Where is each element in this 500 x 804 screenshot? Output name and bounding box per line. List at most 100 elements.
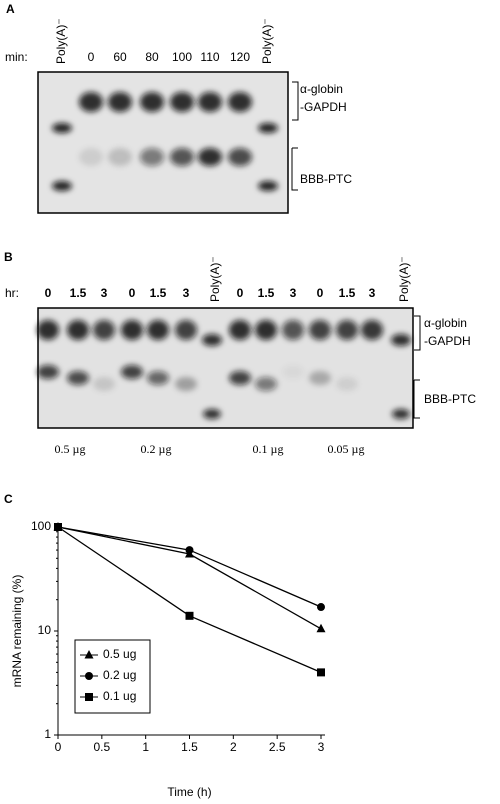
band: [52, 123, 72, 133]
lane-label: 1.5: [70, 286, 87, 300]
series-line: [57, 526, 322, 608]
lane-label: 100: [172, 50, 192, 64]
x-tick-label: 1.5: [181, 740, 198, 754]
band: [229, 320, 251, 340]
marker: [317, 603, 325, 612]
x-tick-label: 3: [318, 740, 325, 754]
legend-label: 0.2 ug: [103, 668, 136, 682]
band: [258, 123, 278, 133]
panel-label: B: [4, 250, 13, 264]
band: [121, 365, 143, 379]
band: [336, 320, 358, 340]
lane-label: 3: [101, 286, 108, 300]
band: [255, 320, 277, 340]
band: [140, 92, 164, 112]
band: [93, 377, 115, 391]
band: [336, 377, 358, 391]
band: [147, 320, 169, 340]
bracket: [291, 81, 299, 191]
panel-label: C: [4, 492, 13, 506]
x-tick-label: 2.5: [269, 740, 286, 754]
band: [52, 181, 72, 191]
band: [147, 371, 169, 385]
marker: [317, 668, 325, 677]
lane-label: Poly(A)⁻: [260, 18, 274, 64]
lane-label: 3: [369, 286, 376, 300]
lane-label: Poly(A)⁻: [208, 256, 222, 302]
band: [391, 334, 411, 346]
x-tick-label: 0: [55, 740, 62, 754]
lane-label: 1.5: [339, 286, 356, 300]
band-label: α-globin: [424, 316, 467, 330]
band-label: BBB-PTC: [300, 172, 352, 186]
lane-label: 3: [183, 286, 190, 300]
band: [67, 371, 89, 385]
x-tick-label: 1: [142, 740, 149, 754]
marker: [185, 546, 194, 555]
y-tick-label: 100: [31, 519, 51, 533]
band-label: BBB-PTC: [424, 392, 476, 406]
lane-label: 0: [317, 286, 324, 300]
band-label: -GAPDH: [300, 100, 347, 114]
y-tick-label: 1: [44, 727, 51, 741]
band: [170, 148, 194, 166]
band: [108, 148, 132, 166]
band: [282, 320, 304, 340]
marker: [54, 523, 62, 531]
band-label: α-globin: [300, 82, 343, 96]
y-axis-label: mRNA remaining (%): [10, 575, 24, 688]
gel-a: [37, 71, 289, 214]
legend-label: 0.5 ug: [103, 647, 136, 661]
band: [282, 365, 304, 379]
band: [37, 320, 59, 340]
bracket: [413, 315, 421, 419]
marker: [316, 623, 326, 633]
marker: [185, 611, 194, 620]
x-tick-label: 2: [230, 740, 237, 754]
amount-label: 0.1 µg: [253, 442, 284, 456]
band: [309, 371, 331, 385]
band: [202, 334, 222, 346]
x-tick-label: 0.5: [93, 740, 110, 754]
lane-label: 120: [230, 50, 250, 64]
lane-label: Poly(A)⁻: [397, 256, 411, 302]
band: [175, 377, 197, 391]
band: [37, 365, 59, 379]
lane-label: 0: [45, 286, 52, 300]
amount-label: 0.05 µg: [328, 442, 365, 456]
band: [121, 320, 143, 340]
lane-label: 0: [237, 286, 244, 300]
legend-marker: [85, 693, 93, 701]
band: [67, 320, 89, 340]
band-label: -GAPDH: [424, 334, 471, 348]
band: [392, 409, 410, 419]
lane-label: 80: [145, 50, 159, 64]
gel-bands: [37, 92, 411, 419]
lane-label: Poly(A)⁻: [54, 18, 68, 64]
band: [309, 320, 331, 340]
amount-label: 0.2 µg: [141, 442, 172, 456]
band: [228, 92, 252, 112]
lane-label: 1.5: [150, 286, 167, 300]
band: [229, 371, 251, 385]
band: [203, 409, 221, 419]
band: [175, 320, 197, 340]
band: [198, 92, 222, 112]
lane-label: 0: [88, 50, 95, 64]
lane-label: 60: [113, 50, 127, 64]
band: [255, 377, 277, 391]
lane-label: 3: [290, 286, 297, 300]
unit-label: min:: [5, 50, 28, 64]
band: [140, 148, 164, 166]
lane-label: 110: [200, 50, 219, 64]
legend-marker: [85, 672, 93, 680]
x-axis-label: Time (h): [167, 785, 211, 799]
band: [79, 148, 103, 166]
lane-label: 1.5: [258, 286, 275, 300]
panel-label: A: [6, 2, 15, 16]
band: [79, 92, 103, 112]
amount-label: 0.5 µg: [55, 442, 86, 456]
band: [108, 92, 132, 112]
